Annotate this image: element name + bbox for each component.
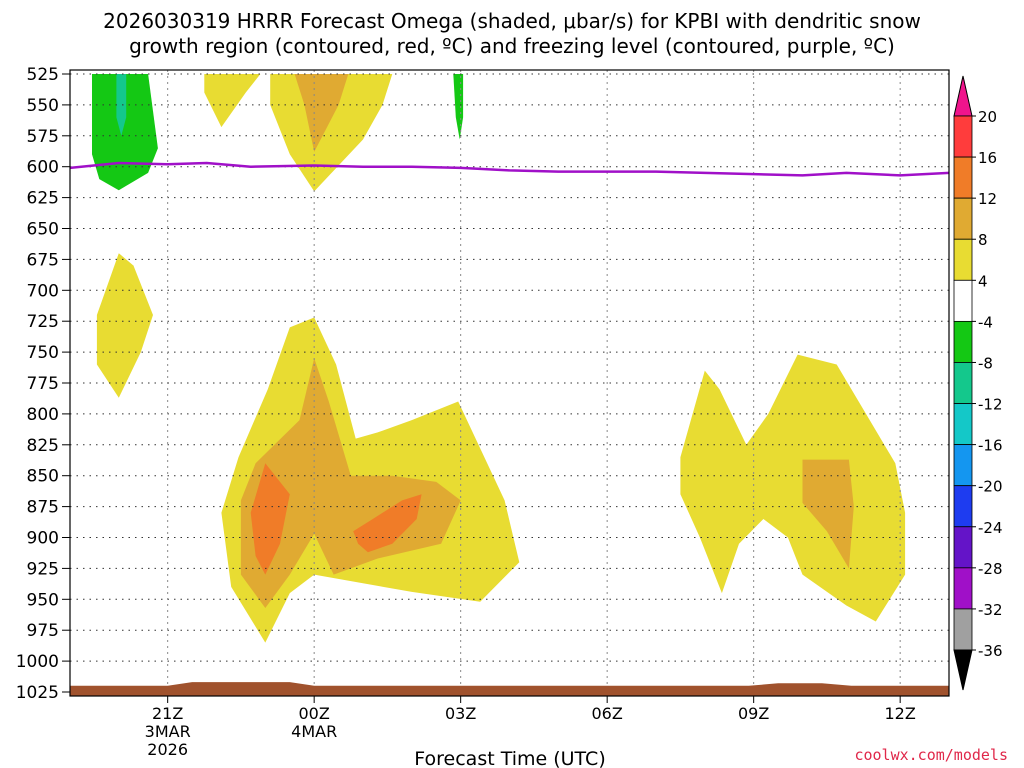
x-tick-label: 21Z bbox=[152, 704, 183, 723]
omega-region-4 bbox=[270, 74, 393, 192]
colorbar-label: -16 bbox=[978, 437, 1003, 455]
omega-region-9 bbox=[250, 463, 290, 575]
colorbar-label: -32 bbox=[978, 601, 1003, 619]
colorbar-label: -24 bbox=[978, 519, 1003, 537]
omega-region-12 bbox=[802, 459, 854, 569]
omega-region-0 bbox=[92, 74, 158, 191]
colorbar-swatch bbox=[953, 526, 973, 569]
colorbar-label: -12 bbox=[978, 396, 1003, 414]
y-tick-label: 750 bbox=[27, 343, 59, 363]
omega-region-8 bbox=[240, 358, 461, 608]
colorbar-swatch bbox=[953, 115, 973, 158]
title-line-2: growth region (contoured, red, ºC) and f… bbox=[129, 34, 895, 58]
omega-region-2 bbox=[453, 74, 464, 140]
omega-region-1 bbox=[116, 74, 127, 136]
y-tick-label: 700 bbox=[27, 281, 59, 301]
omega-shaded-regions bbox=[92, 74, 906, 643]
y-tick-label: 975 bbox=[27, 621, 59, 641]
colorbar-swatch bbox=[953, 238, 973, 281]
x-tick-label: 03Z bbox=[445, 704, 476, 723]
colorbar-label: -8 bbox=[978, 354, 993, 372]
colorbar-label: 20 bbox=[978, 108, 997, 126]
y-tick-label: 850 bbox=[27, 467, 59, 487]
x-tick-label: 2026 bbox=[147, 740, 188, 759]
y-tick-label: 600 bbox=[27, 158, 59, 178]
omega-region-3 bbox=[204, 74, 261, 128]
y-tick-label: 950 bbox=[27, 590, 59, 610]
colorbar-swatch bbox=[953, 567, 973, 610]
colorbar-label: 8 bbox=[978, 231, 988, 249]
colorbar-bottom-arrow bbox=[953, 649, 973, 691]
colorbar-swatch bbox=[953, 279, 973, 322]
y-tick-label: 575 bbox=[27, 127, 59, 147]
pressure-axis: 525 550 575 600 625 650 675 700 725 750 775 800 825 8… bbox=[16, 65, 70, 703]
y-tick-label: 775 bbox=[27, 374, 59, 394]
colorbar-swatch bbox=[953, 156, 973, 199]
freezing-level-line bbox=[70, 161, 949, 177]
y-tick-label: 900 bbox=[27, 529, 59, 549]
y-tick-label: 925 bbox=[27, 559, 59, 579]
x-tick-label: 09Z bbox=[738, 704, 769, 723]
y-tick-label: 650 bbox=[27, 220, 59, 240]
colorbar-swatch bbox=[953, 362, 973, 404]
colorbar-label: -4 bbox=[978, 313, 993, 331]
omega-region-6 bbox=[96, 253, 153, 398]
colorbar-swatch bbox=[953, 444, 973, 487]
x-axis-title: Forecast Time (UTC) bbox=[414, 748, 605, 768]
y-tick-label: 875 bbox=[27, 498, 59, 518]
y-tick-label: 675 bbox=[27, 250, 59, 270]
colorbar-label: 12 bbox=[978, 190, 997, 208]
x-tick-label: 00Z bbox=[299, 704, 330, 723]
y-tick-label: 1000 bbox=[16, 652, 59, 672]
x-tick-label: 3MAR bbox=[145, 722, 191, 741]
colorbar-label: -36 bbox=[978, 642, 1003, 660]
colorbar-legend: 20 16 12 8 4 -4 -8 -12 -16 -20 -24 -28 -32 -36 bbox=[953, 75, 1003, 691]
ground-surface bbox=[70, 682, 949, 696]
x-tick-label: 4MAR bbox=[291, 722, 337, 741]
y-tick-label: 625 bbox=[27, 189, 59, 209]
colorbar-top-arrow bbox=[953, 75, 973, 117]
plot-area bbox=[70, 70, 949, 696]
colorbar-swatch bbox=[953, 403, 973, 446]
colorbar-label: 4 bbox=[978, 272, 988, 290]
colorbar-swatch bbox=[953, 608, 973, 651]
y-tick-label: 525 bbox=[27, 65, 59, 85]
colorbar-label: -20 bbox=[978, 478, 1003, 496]
y-tick-label: 800 bbox=[27, 405, 59, 425]
colorbar-label: -28 bbox=[978, 560, 1003, 578]
dotted-gridlines bbox=[70, 70, 949, 696]
colorbar-label: 16 bbox=[978, 149, 997, 167]
x-tick-label: 12Z bbox=[885, 704, 916, 723]
colorbar-swatch bbox=[953, 485, 973, 528]
y-tick-label: 1025 bbox=[16, 683, 59, 703]
y-tick-label: 825 bbox=[27, 436, 59, 456]
omega-region-5 bbox=[294, 74, 349, 152]
colorbar-swatch bbox=[953, 197, 973, 240]
y-tick-label: 725 bbox=[27, 312, 59, 332]
title-line-1: 2026030319 HRRR Forecast Omega (shaded, … bbox=[103, 9, 921, 33]
colorbar-swatch bbox=[953, 320, 973, 363]
y-tick-label: 550 bbox=[27, 96, 59, 116]
site-credit[interactable]: coolwx.com/models bbox=[854, 746, 1008, 764]
x-tick-label: 06Z bbox=[592, 704, 623, 723]
